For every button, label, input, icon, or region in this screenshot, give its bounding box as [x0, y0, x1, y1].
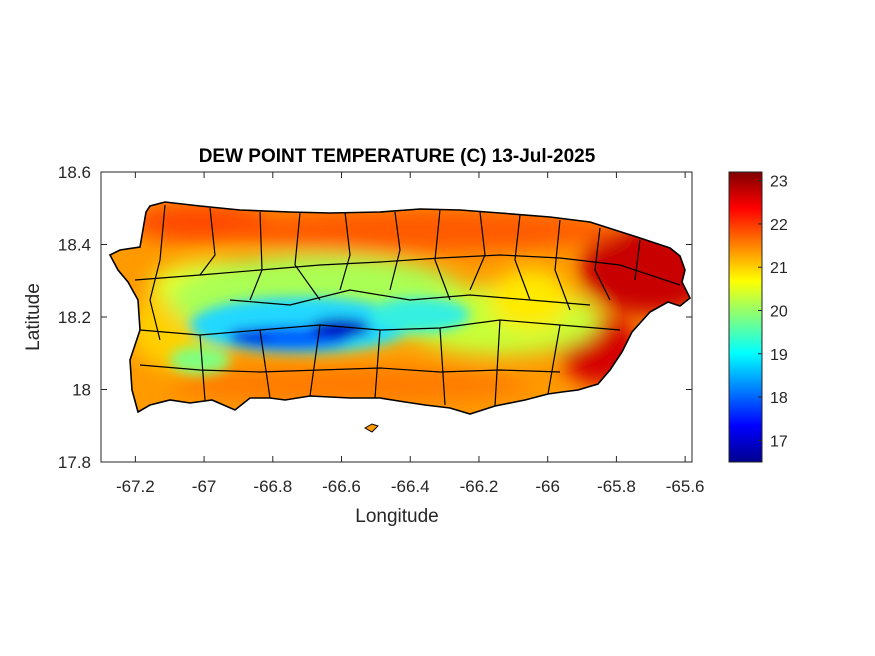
small-island	[363, 423, 379, 433]
y-tick-label: 18.4	[58, 236, 91, 255]
colorbar-tick-label: 19	[770, 347, 788, 364]
y-axis-ticks: 18.6 18.4 18.2 18 17.8	[58, 163, 692, 472]
colorbar-tick-label: 20	[770, 304, 788, 321]
colorbar-ticks: 23 22 21 20 19 18 17	[758, 174, 788, 450]
y-tick-label: 17.8	[58, 453, 91, 472]
x-axis-ticks: -67.2 -67 -66.8 -66.6 -66.4 -66.2 -66 -65.8 -65.…	[116, 172, 705, 496]
colorbar	[728, 171, 763, 463]
chart-title: DEW POINT TEMPERATURE (C) 13-Jul-2025	[199, 146, 596, 167]
municipality-boundaries	[134, 204, 681, 407]
colorbar-tick-label: 18	[770, 390, 788, 407]
dew-point-field	[110, 202, 690, 414]
x-tick-label: -66.6	[322, 477, 361, 496]
colorbar-tick-label: 22	[770, 217, 788, 234]
x-tick-label: -66	[535, 477, 560, 496]
y-tick-label: 18.2	[58, 308, 91, 327]
colorbar-tick-label: 21	[770, 260, 788, 277]
x-tick-label: -66.2	[460, 477, 499, 496]
y-tick-label: 18	[72, 381, 91, 400]
x-tick-label: -66.4	[391, 477, 430, 496]
colorbar-tick-label: 17	[770, 433, 788, 450]
x-tick-label: -67.2	[116, 477, 155, 496]
y-tick-label: 18.6	[58, 163, 91, 182]
x-tick-label: -66.8	[253, 477, 292, 496]
colorbar-tick-label: 23	[770, 174, 788, 191]
x-axis-label: Longitude	[355, 506, 438, 527]
x-tick-label: -65.8	[597, 477, 636, 496]
x-tick-label: -65.6	[666, 477, 705, 496]
y-axis-label: Latitude	[23, 283, 44, 351]
x-tick-label: -67	[192, 477, 217, 496]
